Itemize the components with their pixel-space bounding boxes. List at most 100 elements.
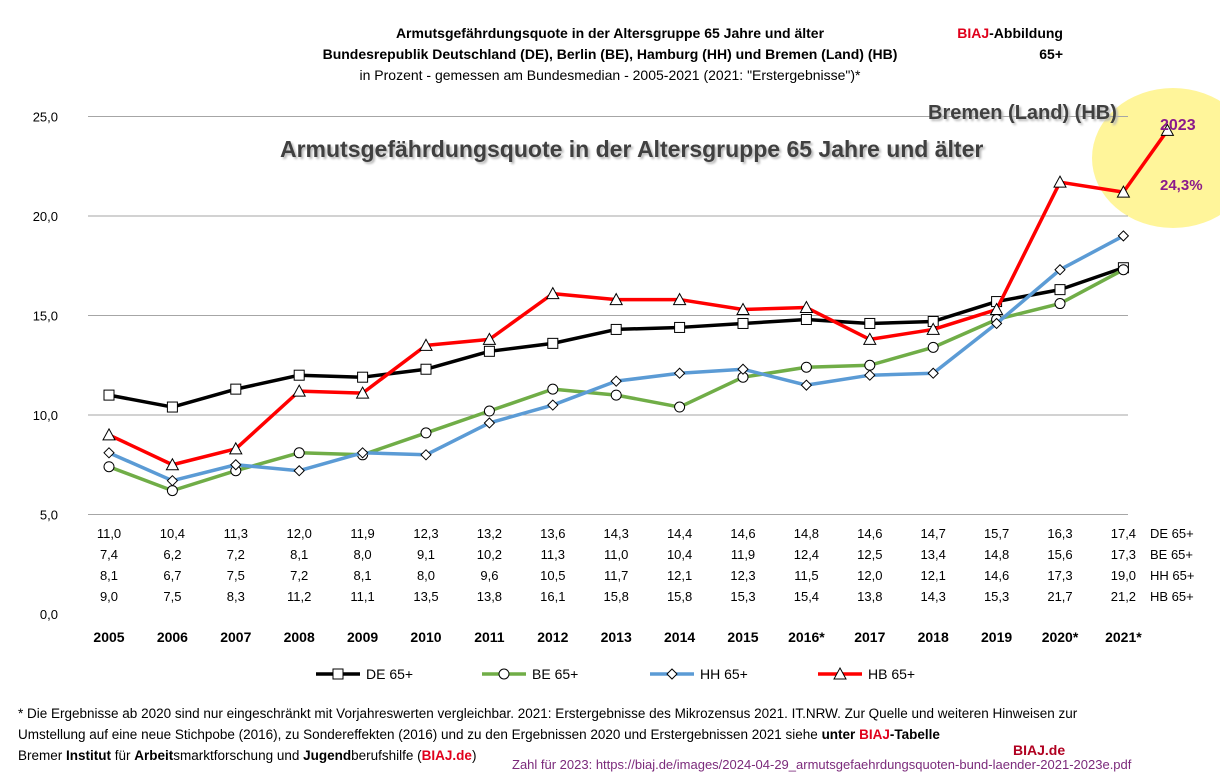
data-table-value: 13,2 [477, 526, 502, 541]
data-table-value: 11,0 [97, 526, 121, 541]
data-point-hb [926, 322, 941, 335]
data-point-de [864, 317, 876, 329]
data-point-de [547, 337, 559, 349]
data-point-hb [609, 292, 624, 306]
data-table-value: 11,0 [604, 547, 628, 562]
data-point-de [1054, 284, 1066, 296]
data-table-value: 14,8 [794, 526, 819, 541]
data-table-series-name: BE 65+ [1150, 547, 1193, 562]
data-table-value: 14,7 [921, 526, 946, 541]
data-table-value: 12,0 [857, 568, 882, 583]
data-point-be [166, 485, 178, 497]
data-table-value: 14,6 [857, 526, 882, 541]
y-tick-label: 20,0 [33, 209, 58, 224]
data-table-value: 8,1 [290, 547, 308, 562]
data-table-value: 15,8 [604, 589, 629, 604]
data-table-value: 13,6 [540, 526, 565, 541]
data-table-value: 10,4 [160, 526, 185, 541]
data-point-be [610, 389, 622, 401]
data-table-value: 13,4 [921, 547, 946, 562]
data-point-hb-2023 [1160, 123, 1175, 136]
biaj-de-link[interactable]: BIAJ.de [1013, 742, 1066, 758]
data-point-hh [864, 369, 876, 381]
data-point-de [800, 313, 812, 325]
data-table-value: 8,1 [354, 568, 372, 583]
y-tick-label: 15,0 [33, 309, 58, 324]
data-table-value: 11,9 [731, 547, 755, 562]
data-point-de [357, 371, 369, 383]
data-table-value: 9,1 [417, 547, 435, 562]
data-point-hh [103, 447, 115, 459]
data-table-value: 8,3 [227, 589, 245, 604]
data-table-value: 12,4 [794, 547, 819, 562]
x-tick-label: 2020* [1042, 629, 1079, 645]
data-table-value: 11,9 [350, 526, 374, 541]
data-point-de [737, 317, 749, 329]
data-table-value: 12,3 [413, 526, 438, 541]
x-tick-label: 2014 [664, 629, 695, 645]
data-table-value: 10,4 [667, 547, 692, 562]
legend-label-hb: HB 65+ [868, 666, 915, 682]
data-table-value: 13,5 [413, 589, 438, 604]
data-point-hb [545, 286, 560, 300]
data-table-value: 12,3 [730, 568, 755, 583]
data-point-be [103, 461, 115, 473]
data-table-value: 21,7 [1047, 589, 1072, 604]
data-table-value: 15,7 [984, 526, 1009, 541]
data-table-value: 15,3 [984, 589, 1009, 604]
data-point-hb [102, 427, 116, 441]
data-point-hh [1117, 230, 1130, 242]
highlight-circle [1092, 88, 1220, 228]
series-line-hh [108, 234, 1125, 483]
data-point-hh [800, 379, 813, 391]
badge-biaj: BIAJ [957, 25, 990, 41]
data-table-value: 8,0 [417, 568, 435, 583]
legend-label-de: DE 65+ [366, 666, 413, 682]
inst-9: ) [471, 748, 477, 763]
data-point-de [293, 369, 305, 381]
data-table-value: 12,5 [857, 547, 882, 562]
data-point-de [166, 401, 178, 413]
data-point-de [420, 363, 432, 375]
inst-link[interactable]: BIAJ.de [421, 748, 472, 763]
data-table-value: 7,4 [100, 547, 118, 562]
inst-6: Jugend [303, 748, 352, 763]
data-table-value: 12,1 [667, 568, 692, 583]
data-point-hb [1053, 175, 1067, 188]
inst-3: für [111, 748, 135, 763]
data-point-hh [547, 399, 559, 411]
data-table-series-name: HB 65+ [1150, 589, 1194, 604]
data-point-be [864, 359, 876, 371]
data-point-hb [355, 386, 370, 399]
inst-2: Institut [66, 748, 112, 763]
data-table-value: 7,5 [227, 568, 245, 583]
badge-age: 65+ [1039, 46, 1063, 62]
legend-label-be: BE 65+ [532, 666, 578, 682]
data-table-value: 6,2 [163, 547, 181, 562]
data-point-be [800, 361, 812, 373]
footnote-text: Umstellung auf eine neue Stichpobe (2016… [18, 727, 822, 742]
data-table-value: 19,0 [1111, 568, 1136, 583]
data-table-value: 15,8 [667, 589, 692, 604]
data-table-value: 13,8 [857, 589, 882, 604]
data-table-value: 7,5 [163, 589, 181, 604]
x-tick-label: 2010 [410, 629, 441, 645]
source-url[interactable]: Zahl für 2023: https://biaj.de/images/20… [512, 757, 1132, 772]
data-point-de [483, 345, 495, 357]
data-table-value: 11,3 [224, 526, 248, 541]
header: Armutsgefährdungsquote in der Altersgrup… [230, 23, 990, 86]
data-table-value: 21,2 [1111, 589, 1136, 604]
hb-region-label: Bremen (Land) (HB) [928, 102, 1117, 124]
x-tick-label: 2015 [727, 629, 758, 645]
data-point-be [420, 427, 432, 439]
data-point-hb [292, 384, 307, 397]
x-tick-label: 2021* [1105, 629, 1142, 645]
footnote-line1: * Die Ergebnisse ab 2020 sind nur einges… [18, 706, 1078, 721]
data-point-be [1054, 298, 1066, 310]
x-tick-label: 2016* [788, 629, 825, 645]
inst-5: smarktforschung und [173, 748, 304, 763]
data-point-hb [799, 300, 814, 314]
data-table-value: 8,1 [100, 568, 118, 583]
legend-marker-be [498, 668, 510, 680]
